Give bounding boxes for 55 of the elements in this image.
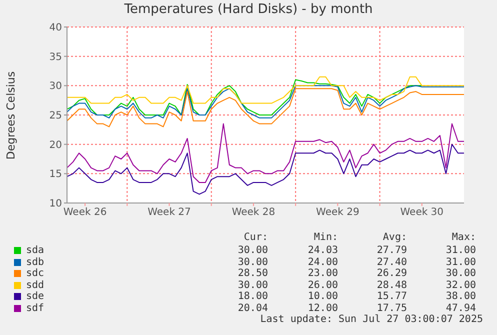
chart-title: Temperatures (Hard Disks) - by month	[123, 2, 374, 17]
text: 30.00	[236, 256, 268, 268]
y-tick-label: 25	[49, 110, 62, 122]
text: 18.00	[236, 291, 268, 302]
line-series	[67, 76, 464, 104]
text: 31.00	[444, 245, 476, 256]
line-series	[67, 88, 464, 128]
text: Avg:	[382, 232, 407, 243]
text: 24.00	[306, 256, 338, 268]
text: Last update: Sun Jul 27 03:00:07 2025	[260, 314, 483, 325]
text: 20.04	[236, 302, 268, 314]
legend-label: sdb	[26, 256, 44, 268]
x-tick-label: Week 26	[63, 207, 107, 218]
text: 32.00	[444, 280, 476, 290]
text: 26.29	[376, 268, 407, 279]
y-tick-label: 15	[49, 169, 62, 180]
text: 38.00	[444, 291, 476, 302]
x-tick-label: Week 30	[400, 207, 444, 218]
line-series	[67, 123, 464, 183]
legend-label: sdf	[26, 302, 44, 314]
legend-label: sde	[26, 291, 44, 302]
text: 28.48	[376, 280, 407, 290]
text: Min:	[312, 232, 338, 243]
y-tick-label: 40	[49, 22, 62, 34]
text: 47.94	[444, 302, 476, 314]
legend-label: sdc	[26, 268, 44, 279]
text: 15.77	[376, 291, 407, 302]
line-series	[67, 79, 422, 116]
text: 30.00	[236, 280, 268, 290]
text: 24.03	[306, 245, 338, 256]
text: Max:	[450, 232, 476, 243]
text: 27.40	[376, 256, 407, 268]
y-tick-label: 30	[49, 81, 62, 92]
x-tick-label: Week 28	[232, 207, 276, 218]
x-tick-label: Week 27	[148, 207, 191, 218]
text: 27.79	[376, 245, 407, 256]
line-series	[67, 85, 464, 118]
text: 23.00	[306, 268, 338, 279]
text: 17.75	[376, 302, 407, 314]
x-tick-label: Week 29	[316, 207, 360, 218]
y-axis-title: Degrees Celsius	[4, 71, 18, 160]
y-tick-label: 20	[49, 140, 62, 151]
y-tick-label: 10	[49, 198, 62, 210]
y-tick-label: 35	[49, 52, 62, 63]
text: 26.00	[306, 280, 338, 290]
text: 30.00	[236, 245, 268, 256]
text: Cur:	[242, 232, 268, 243]
line-series	[67, 144, 464, 195]
legend-label: sda	[26, 245, 44, 256]
text: 28.50	[236, 268, 268, 279]
text: 30.00	[444, 268, 476, 279]
text: 10.00	[306, 291, 338, 302]
text: 12.00	[306, 302, 338, 314]
legend-label: sdd	[26, 280, 44, 290]
text: 31.00	[444, 256, 476, 268]
